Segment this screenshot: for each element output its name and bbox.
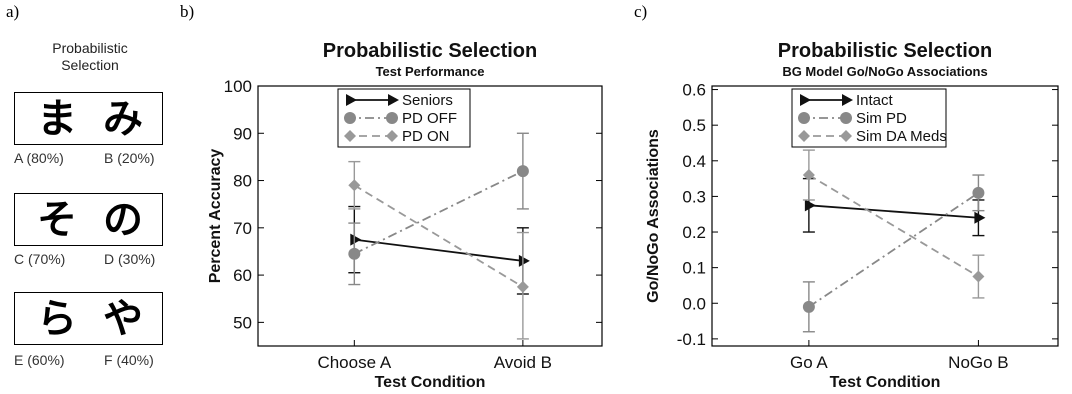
legend-label-sim-pd: Sim PD — [856, 110, 907, 127]
series-pd-on — [348, 160, 529, 340]
x-tick-label: Go A — [790, 353, 828, 372]
stimulus-d-label: D (30%) — [104, 251, 156, 267]
data-point-pd-off — [516, 165, 529, 178]
data-point-intact — [804, 199, 816, 212]
chart-c: Probabilistic Selection BG Model Go/NoGo … — [645, 40, 1059, 391]
series-sim-da-meds — [802, 149, 985, 299]
series-line-sim-pd — [808, 192, 979, 308]
stimulus-f-glyph: や — [103, 295, 143, 342]
panel-a-title-line2: Selection — [61, 57, 119, 73]
stimulus-c-glyph: そ — [37, 196, 77, 243]
chart-title: Probabilistic Selection — [778, 40, 993, 62]
y-tick-label: 0.0 — [682, 294, 706, 313]
legend-label-sim-da-meds: Sim DA Meds — [856, 128, 947, 145]
data-point-pd-on — [348, 179, 361, 192]
y-tick-label: 0.5 — [682, 116, 706, 135]
stimulus-b-glyph: み — [103, 95, 143, 142]
stimulus-pair-cd: そ の — [14, 193, 163, 246]
y-tick-label: 50 — [233, 313, 252, 332]
y-axis-label: Go/NoGo Associations — [645, 129, 662, 303]
stimulus-a-glyph: ま — [37, 95, 77, 142]
legend-label-pd-off: PD OFF — [402, 110, 457, 127]
y-tick-label: 100 — [224, 77, 252, 96]
y-tick-label: 70 — [233, 219, 252, 238]
x-tick-label: Choose A — [317, 353, 391, 372]
stimulus-pair-ab: ま み — [14, 92, 163, 145]
legend-label-seniors: Seniors — [402, 92, 453, 109]
series-line-pd-on — [353, 184, 524, 288]
series-line-seniors — [354, 238, 523, 262]
y-tick-label: 60 — [233, 266, 252, 285]
legend-marker-sim-da-meds — [798, 130, 810, 142]
legend-marker-pd-on — [344, 130, 356, 142]
y-tick-label: 90 — [233, 124, 252, 143]
stimulus-d-glyph: の — [103, 196, 143, 243]
data-point-sim-pd — [802, 300, 815, 313]
series-line-intact — [808, 204, 979, 219]
series-seniors — [348, 205, 530, 295]
series-pd-off — [348, 132, 529, 286]
data-point-sim-da-meds — [972, 270, 985, 283]
data-point-seniors — [350, 233, 362, 246]
legend-marker-pd-off — [344, 112, 356, 124]
y-tick-label: 0.1 — [682, 259, 706, 278]
plot-frame — [711, 85, 1059, 347]
chart-b: Probabilistic Selection Test Performance 5… — [207, 40, 603, 391]
stimulus-a-label: A (80%) — [14, 150, 64, 166]
legend-marker-sim-da-meds — [840, 130, 852, 142]
chart-subtitle: BG Model Go/NoGo Associations — [782, 64, 987, 79]
series-line-sim-da-meds — [808, 174, 979, 278]
y-tick-label: 0.6 — [682, 81, 706, 100]
y-axis-label: Percent Accuracy — [207, 149, 224, 284]
y-tick-label: -0.1 — [677, 330, 706, 349]
chart-subtitle: Test Performance — [376, 64, 485, 79]
x-tick-label: NoGo B — [948, 353, 1008, 372]
stimulus-c-label: C (70%) — [14, 251, 66, 267]
data-point-intact — [974, 211, 986, 224]
stimulus-e-label: E (60%) — [14, 352, 65, 368]
legend-label-pd-on: PD ON — [402, 128, 450, 145]
series-line-pd-off — [353, 170, 524, 255]
panel-c-letter: c) — [634, 2, 648, 21]
data-point-sim-da-meds — [802, 169, 815, 182]
plot-frame — [257, 85, 603, 347]
legend-marker-pd-off — [386, 112, 398, 124]
data-point-pd-off — [348, 247, 361, 260]
stimulus-f-label: F (40%) — [104, 352, 154, 368]
stimulus-e-glyph: ら — [37, 295, 77, 342]
panel-a-title-line1: Probabilistic — [52, 40, 128, 56]
panel-a-stimuli: a) Probabilistic Selection ま み A (80%) B… — [0, 0, 180, 394]
legend-marker-sim-pd — [840, 112, 852, 124]
legend-marker-pd-on — [386, 130, 398, 142]
data-point-seniors — [518, 254, 530, 267]
stimulus-pair-ef: ら や — [14, 292, 163, 345]
data-point-sim-pd — [972, 186, 985, 199]
y-tick-label: 0.2 — [682, 223, 706, 242]
legend-label-intact: Intact — [856, 92, 894, 109]
x-axis-label: Test Condition — [830, 374, 941, 391]
x-axis-label: Test Condition — [375, 374, 486, 391]
legend-marker-intact — [800, 94, 811, 106]
data-point-pd-on — [516, 280, 529, 293]
panel-a-letter: a) — [6, 2, 20, 21]
panel-b-letter: b) — [180, 2, 195, 21]
x-tick-label: Avoid B — [494, 353, 552, 372]
y-tick-label: 80 — [233, 172, 252, 191]
legend-marker-sim-pd — [798, 112, 810, 124]
stimulus-b-label: B (20%) — [104, 150, 155, 166]
legend-marker-seniors — [388, 94, 399, 106]
legend-box — [791, 88, 947, 148]
chart-title: Probabilistic Selection — [323, 40, 538, 62]
y-tick-label: 0.4 — [682, 152, 706, 171]
legend-marker-seniors — [346, 94, 357, 106]
series-sim-pd — [802, 174, 985, 333]
legend-marker-intact — [842, 94, 853, 106]
y-tick-label: 0.3 — [682, 187, 706, 206]
